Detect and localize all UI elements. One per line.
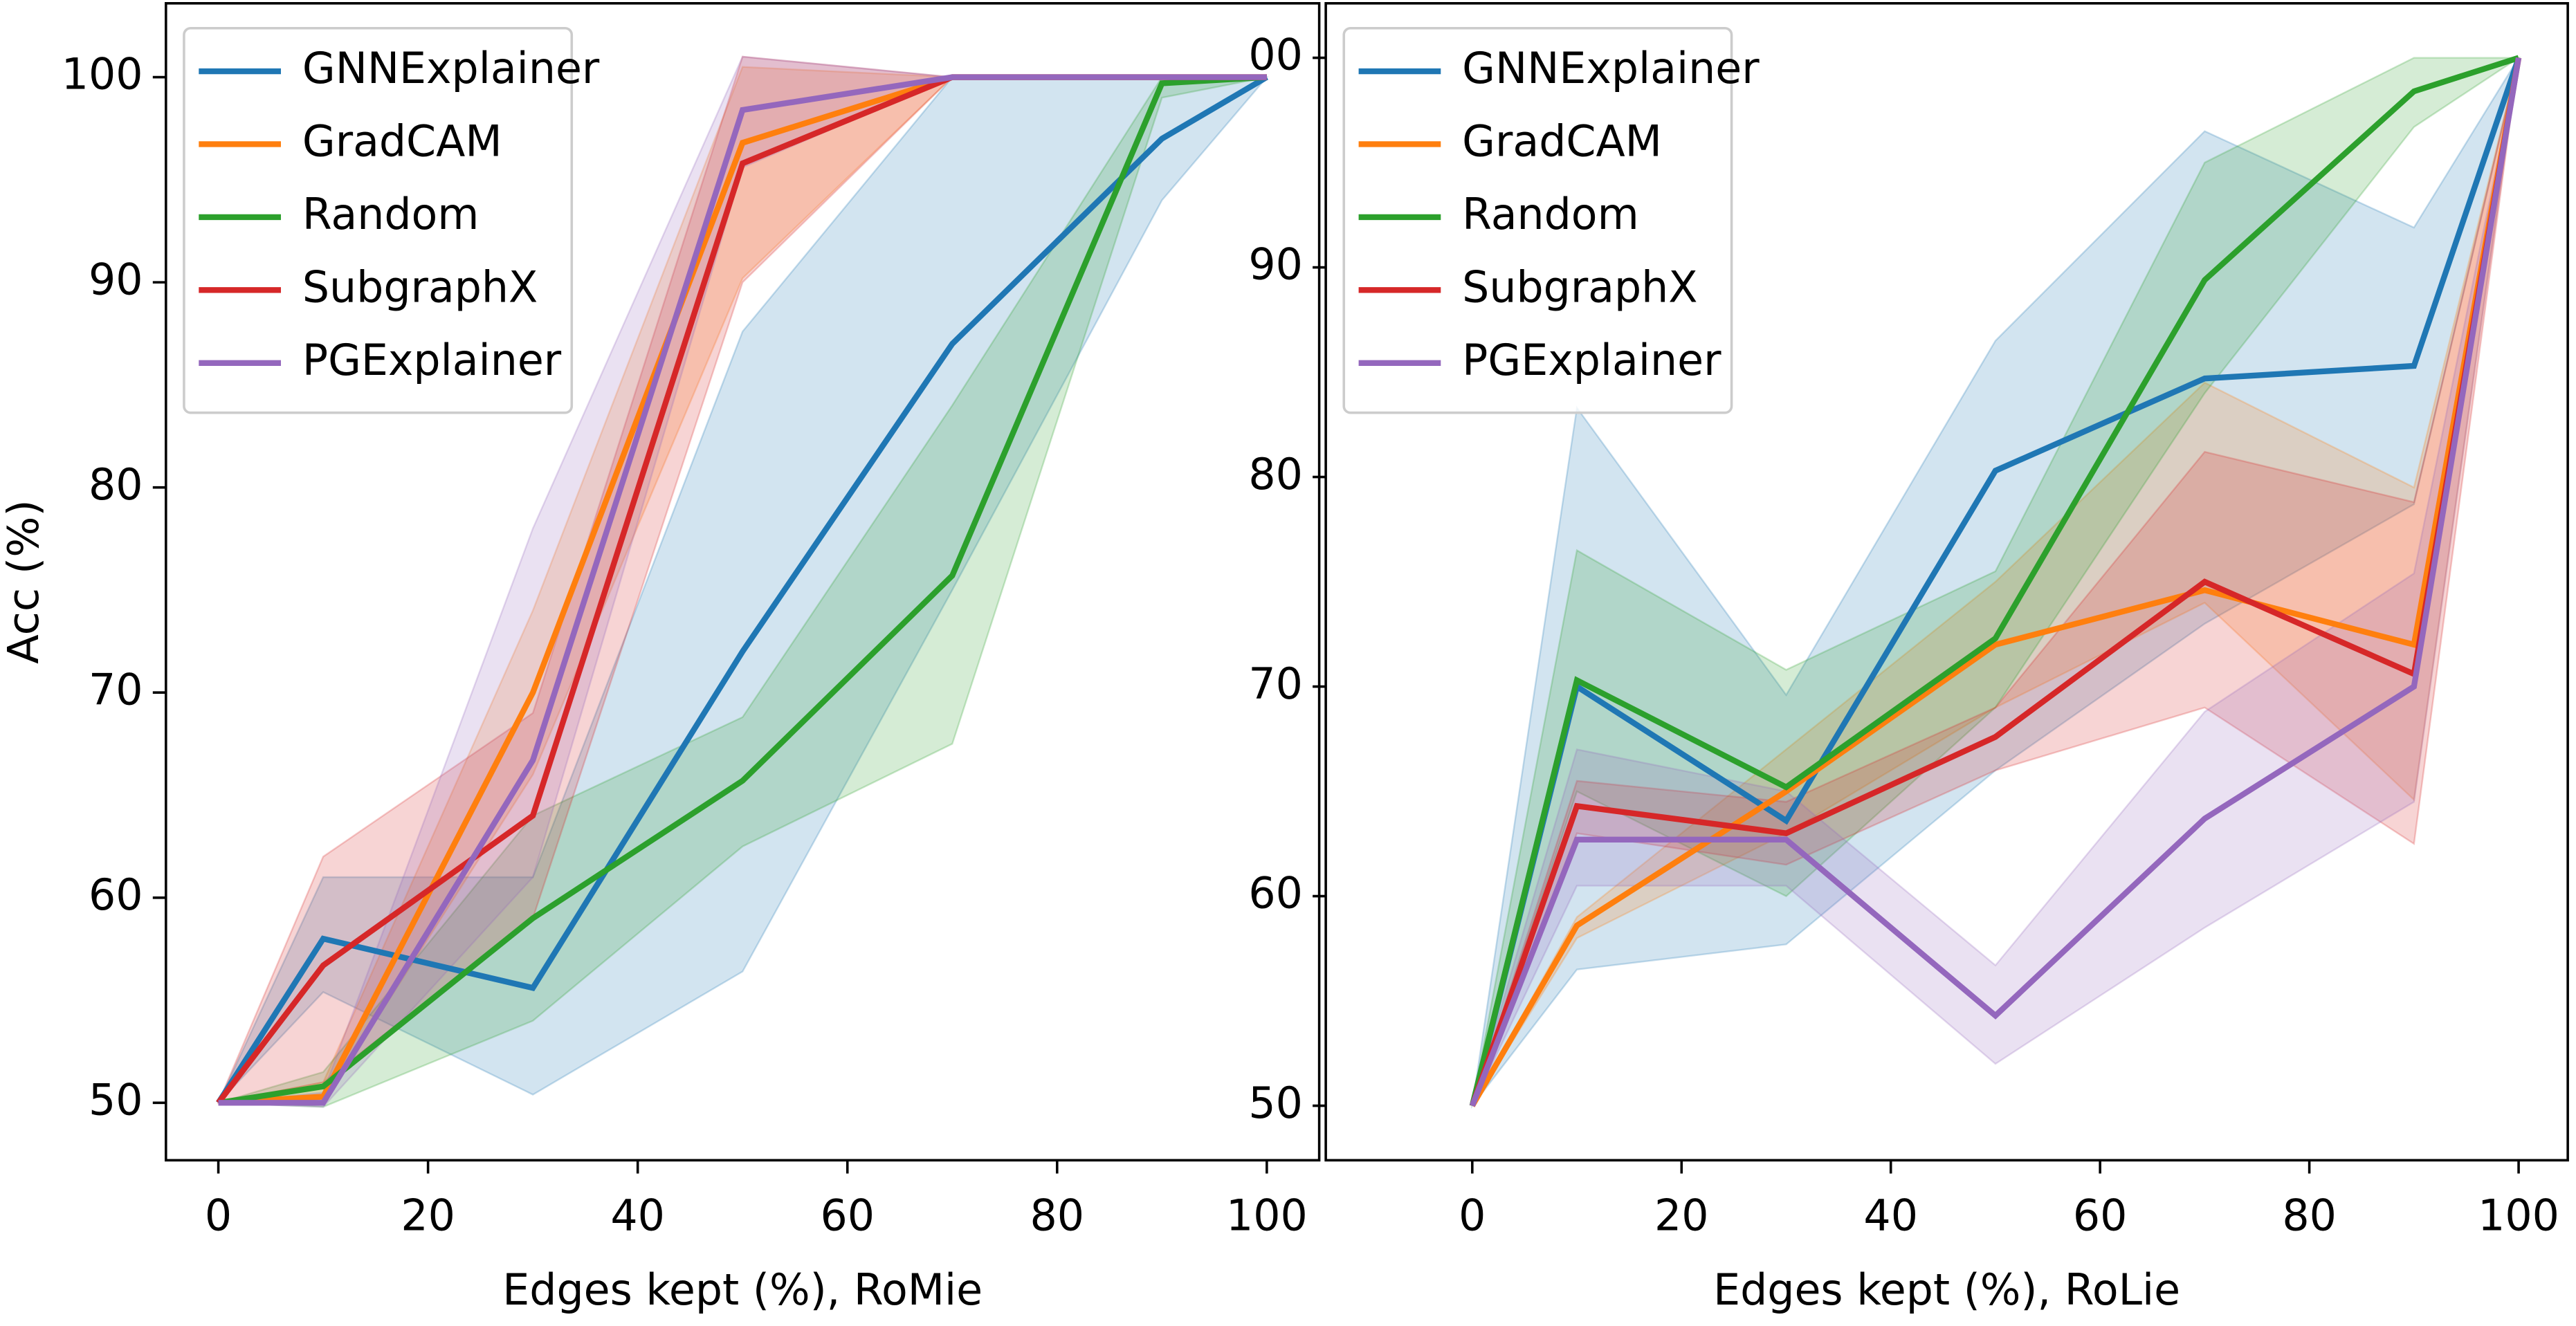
x-tick-label: 60 [820, 1190, 875, 1240]
y-tick-label: 70 [1248, 658, 1303, 708]
x-tick-label: 0 [205, 1190, 232, 1240]
x-tick-label: 40 [1863, 1190, 1918, 1240]
x-tick-label: 100 [1226, 1190, 1308, 1240]
legend-box [183, 26, 574, 414]
y-tick-label: 60 [1248, 867, 1303, 918]
line [218, 74, 1267, 1106]
legend-label: GNNExplainer [1462, 43, 1760, 93]
legend-label: SubgraphX [1462, 261, 1697, 312]
x-tick-label: 0 [1459, 1190, 1486, 1240]
x-tick-label: 60 [2073, 1190, 2128, 1240]
legend-label: GradCAM [1462, 116, 1662, 166]
y-axis-label: Acc (%) [0, 499, 48, 664]
legend-label: Random [1462, 189, 1639, 239]
y-tick-label: 50 [89, 1074, 143, 1125]
y-tick-label: 80 [89, 459, 143, 510]
x-tick-label: 80 [1030, 1190, 1085, 1240]
legend-label: PGExplainer [1462, 335, 1721, 385]
y-tick-label: 90 [89, 254, 143, 304]
y-tick-label: 00 [1248, 29, 1303, 80]
y-tick-label: 50 [1248, 1078, 1303, 1128]
x-tick-label: 100 [2478, 1190, 2559, 1240]
legend-box [1342, 26, 1733, 414]
x-tick-label: 20 [401, 1190, 455, 1240]
legend-label: GradCAM [302, 116, 502, 166]
y-tick-label: 100 [62, 48, 143, 99]
x-axis-label: Edges kept (%), RoMie [502, 1264, 983, 1315]
line [217, 74, 1268, 1106]
legend-label: SubgraphX [302, 261, 538, 312]
y-tick-label: 90 [1248, 239, 1303, 289]
plot-frame [1324, 1, 2569, 1162]
legend-label: PGExplainer [302, 335, 562, 385]
y-tick-label: 80 [1248, 448, 1303, 499]
y-tick-label: 60 [89, 869, 143, 920]
x-axis-label: Edges kept (%), RoLie [1713, 1264, 2180, 1315]
legend-label: GNNExplainer [302, 43, 600, 93]
y-tick-label: 70 [89, 664, 143, 715]
plot-frame [165, 1, 1321, 1162]
line [1469, 55, 2520, 1107]
line [1469, 57, 2522, 1107]
x-tick-label: 80 [2282, 1190, 2337, 1240]
legend-label: Random [302, 189, 479, 239]
line [216, 74, 1268, 1105]
x-tick-label: 20 [1654, 1190, 1709, 1240]
line [1470, 57, 2522, 1107]
x-tick-label: 40 [610, 1190, 665, 1240]
